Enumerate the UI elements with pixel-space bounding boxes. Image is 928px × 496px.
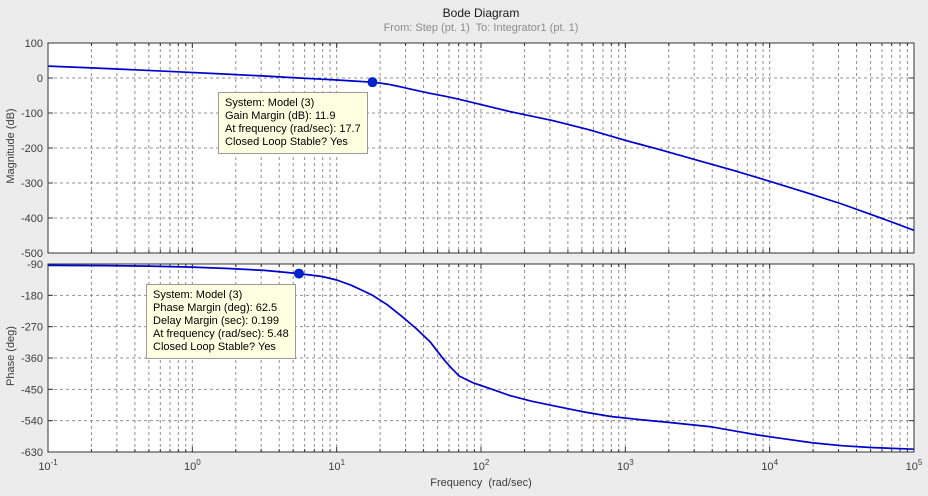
frequency-axis-label: Frequency (rad/sec) xyxy=(430,477,532,489)
y-tick-label: -360 xyxy=(21,353,43,365)
magnitude-plot: 100 0 -100 -200 -300 -400 -500 xyxy=(21,38,915,260)
y-tick-label: -180 xyxy=(21,290,43,302)
y-tick-label: -500 xyxy=(21,248,43,260)
datatip-line-gain-margin: Gain Margin (dB): 11.9 xyxy=(225,110,336,122)
x-tick-label: 100 xyxy=(184,458,201,473)
y-tick-label: -400 xyxy=(21,213,43,225)
y-tick-label: -300 xyxy=(21,178,43,190)
datatip-line-phase-margin: Phase Margin (deg): 62.5 xyxy=(153,302,278,314)
y-tick-label: -100 xyxy=(21,108,43,120)
datatip-line-system: System: Model (3) xyxy=(153,289,243,301)
chart-title: Bode Diagram xyxy=(442,6,520,20)
axes-border xyxy=(47,42,915,254)
x-tick-label: 101 xyxy=(328,458,345,473)
datatip-line-stability: Closed Loop Stable? Yes xyxy=(225,136,348,148)
datatip-line-frequency: At frequency (rad/sec): 17.7 xyxy=(225,123,361,135)
x-tick-label: 10-1 xyxy=(38,458,58,473)
x-tick-label: 103 xyxy=(617,458,634,473)
y-tick-label: -540 xyxy=(21,416,43,428)
datatip-line-frequency: At frequency (rad/sec): 5.48 xyxy=(153,328,289,340)
y-tick-label: -630 xyxy=(21,447,43,459)
datatip-line-system: System: Model (3) xyxy=(225,97,315,109)
phase-axis-label: Phase (deg) xyxy=(5,326,17,386)
phase-margin-marker[interactable] xyxy=(293,268,304,279)
magnitude-curve[interactable] xyxy=(47,65,915,232)
magnitude-axis-label: Magnitude (dB) xyxy=(5,108,17,184)
gain-margin-marker[interactable] xyxy=(367,77,378,88)
chart-subtitle: From: Step (pt. 1) To: Integrator1 (pt. … xyxy=(383,22,579,34)
y-tick-label: 100 xyxy=(25,38,43,50)
y-tick-label: -270 xyxy=(21,322,43,334)
x-tick-label: 104 xyxy=(761,458,778,473)
y-tick-label: -450 xyxy=(21,384,43,396)
x-tick-label: 105 xyxy=(906,458,923,473)
datatip-line-delay-margin: Delay Margin (sec): 0.199 xyxy=(153,315,279,327)
gain-margin-datatip[interactable]: System: Model (3) Gain Margin (dB): 11.9… xyxy=(218,92,368,154)
phase-margin-datatip[interactable]: System: Model (3) Phase Margin (deg): 62… xyxy=(146,284,296,359)
phase-curve[interactable] xyxy=(47,264,915,451)
y-tick-label: -90 xyxy=(27,259,43,271)
axes-border xyxy=(47,263,915,453)
datatip-line-stability: Closed Loop Stable? Yes xyxy=(153,341,276,353)
y-tick-label: 0 xyxy=(37,73,43,85)
x-tick-label: 102 xyxy=(473,458,490,473)
y-tick-label: -200 xyxy=(21,143,43,155)
